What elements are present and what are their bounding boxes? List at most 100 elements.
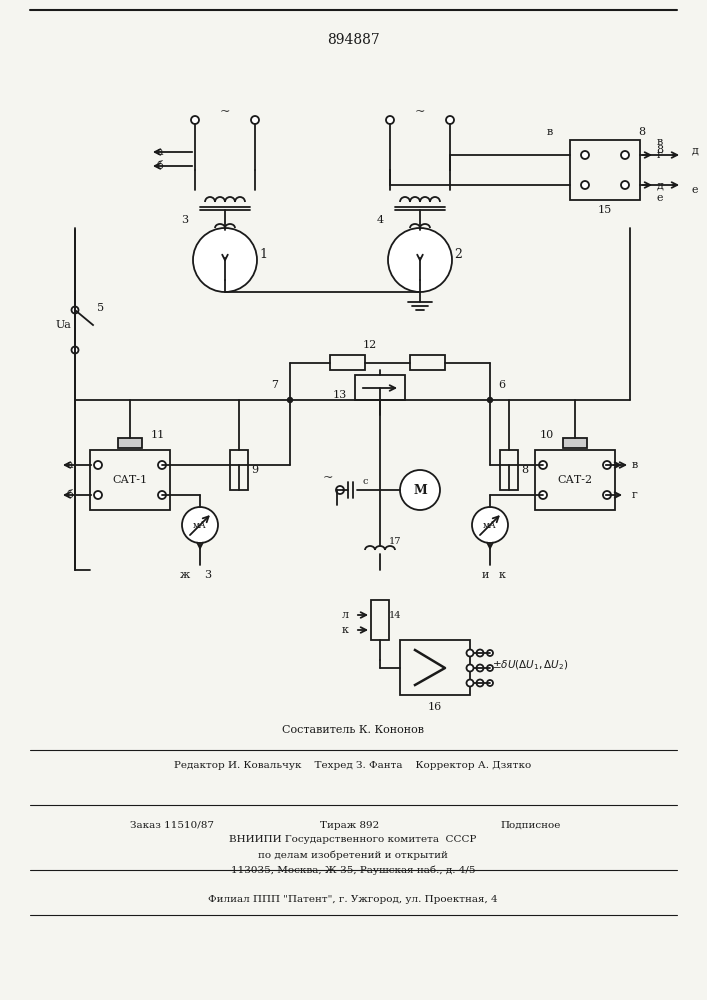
Circle shape — [71, 306, 78, 314]
Text: М: М — [413, 484, 427, 496]
Text: с: с — [362, 478, 368, 487]
Circle shape — [621, 151, 629, 159]
Text: 3: 3 — [204, 570, 211, 580]
Circle shape — [488, 397, 493, 402]
Text: 12: 12 — [363, 340, 377, 350]
Text: ~: ~ — [415, 105, 425, 118]
Text: $\pm\delta U(\Delta U_1, \Delta U_2)$: $\pm\delta U(\Delta U_1, \Delta U_2)$ — [492, 658, 568, 672]
Circle shape — [386, 116, 394, 124]
Circle shape — [71, 347, 78, 354]
Text: Редактор И. Ковальчук    Техред З. Фанта    Корректор А. Дзятко: Редактор И. Ковальчук Техред З. Фанта Ко… — [175, 760, 532, 770]
Circle shape — [94, 461, 102, 469]
Bar — [230, 450, 248, 490]
Circle shape — [487, 665, 493, 671]
Text: 3: 3 — [182, 215, 189, 225]
Circle shape — [603, 461, 611, 469]
Circle shape — [477, 680, 484, 686]
Text: а: а — [157, 147, 163, 157]
Text: в: в — [547, 127, 553, 137]
Text: Филиал ППП "Патент", г. Ужгород, ул. Проектная, 4: Филиал ППП "Патент", г. Ужгород, ул. Про… — [208, 896, 498, 904]
Text: б: б — [66, 490, 74, 500]
Text: б: б — [157, 161, 163, 171]
Bar — [535, 450, 615, 510]
Circle shape — [621, 181, 629, 189]
Text: ~: ~ — [323, 472, 333, 485]
Text: 16: 16 — [428, 702, 442, 712]
Text: 13: 13 — [333, 390, 347, 400]
Circle shape — [193, 228, 257, 292]
Text: 894887: 894887 — [327, 33, 380, 47]
Circle shape — [467, 680, 474, 686]
Text: 15: 15 — [598, 205, 612, 215]
Text: Тираж 892: Тираж 892 — [320, 820, 379, 830]
Circle shape — [388, 228, 452, 292]
Text: и: и — [481, 570, 489, 580]
Text: 17: 17 — [389, 538, 402, 546]
Text: 9: 9 — [252, 465, 259, 475]
Text: 8: 8 — [522, 465, 529, 475]
Bar — [90, 450, 170, 510]
Circle shape — [539, 491, 547, 499]
Circle shape — [191, 116, 199, 124]
Text: д: д — [691, 145, 699, 155]
Text: ~: ~ — [220, 105, 230, 118]
Circle shape — [539, 461, 547, 469]
Bar — [570, 140, 640, 200]
Circle shape — [487, 650, 493, 656]
Circle shape — [477, 650, 484, 656]
Text: г: г — [657, 150, 663, 160]
Circle shape — [158, 491, 166, 499]
Text: 8: 8 — [656, 145, 664, 155]
Text: 10: 10 — [540, 430, 554, 440]
Bar — [371, 600, 389, 640]
Text: Заказ 11510/87: Заказ 11510/87 — [130, 820, 214, 830]
Text: л: л — [341, 610, 349, 620]
Text: в: в — [657, 137, 663, 147]
Circle shape — [94, 491, 102, 499]
Bar — [410, 355, 445, 370]
Text: САТ-2: САТ-2 — [557, 475, 592, 485]
Text: 2: 2 — [454, 248, 462, 261]
Text: Uа: Uа — [55, 320, 71, 330]
Bar — [500, 450, 518, 490]
Text: 1: 1 — [259, 248, 267, 261]
Circle shape — [158, 461, 166, 469]
Text: Составитель К. Кононов: Составитель К. Кононов — [282, 725, 424, 735]
Circle shape — [581, 181, 589, 189]
Text: е: е — [691, 185, 699, 195]
Text: ВНИИПИ Государственного комитета  СССР: ВНИИПИ Государственного комитета СССР — [229, 836, 477, 844]
Circle shape — [477, 664, 484, 672]
Circle shape — [467, 664, 474, 672]
Text: д: д — [657, 180, 663, 190]
Circle shape — [252, 117, 258, 123]
Circle shape — [336, 486, 344, 494]
Circle shape — [603, 491, 611, 499]
Text: в: в — [632, 460, 638, 470]
Bar — [400, 640, 470, 695]
Circle shape — [182, 507, 218, 543]
Circle shape — [487, 680, 493, 686]
Text: по делам изобретений и открытий: по делам изобретений и открытий — [258, 850, 448, 860]
Circle shape — [467, 650, 474, 656]
Text: мА: мА — [483, 520, 497, 530]
Text: 11: 11 — [151, 430, 165, 440]
Text: 6: 6 — [498, 380, 506, 390]
Text: 4: 4 — [376, 215, 384, 225]
Circle shape — [288, 397, 293, 402]
Circle shape — [581, 151, 589, 159]
Text: 5: 5 — [97, 303, 104, 313]
Text: к: к — [498, 570, 506, 580]
Text: 14: 14 — [389, 610, 402, 619]
Text: к: к — [341, 625, 349, 635]
Text: мА: мА — [193, 520, 207, 530]
Text: 8: 8 — [638, 127, 645, 137]
Text: 113035, Москва, Ж-35, Раушская наб., д. 4/5: 113035, Москва, Ж-35, Раушская наб., д. … — [230, 865, 475, 875]
Bar — [118, 438, 142, 448]
Bar — [355, 375, 405, 400]
Bar — [330, 355, 365, 370]
Text: а: а — [66, 460, 74, 470]
Circle shape — [251, 116, 259, 124]
Circle shape — [400, 470, 440, 510]
Text: г: г — [632, 490, 638, 500]
Text: Подписное: Подписное — [500, 820, 561, 830]
